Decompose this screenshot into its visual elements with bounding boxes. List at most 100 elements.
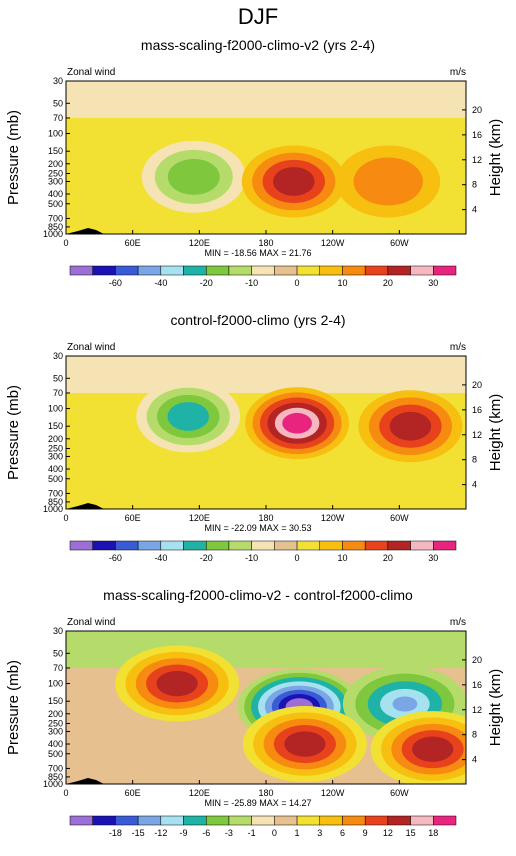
panel-title: control-f2000-climo (yrs 2-4) [170,312,345,328]
pressure-tick-label: 300 [48,726,63,736]
variable-label: Zonal wind [67,617,115,628]
upper-band [66,356,466,393]
colorbar-swatch [342,815,366,826]
colorbar-swatch [274,815,298,826]
min-max-text: MIN = -18.56 MAX = 21.76 [204,248,311,258]
colorbar-swatch [433,265,457,276]
colorbar-swatch [251,815,275,826]
contour-feature [400,419,421,434]
y-axis-label-right: Height (km) [487,669,504,747]
colorbar-swatch [160,265,184,276]
colorbar-label: 10 [337,278,347,288]
height-tick-label: 12 [472,705,482,715]
contour-feature [294,737,316,751]
units-label: m/s [450,67,466,78]
colorbar-label: 12 [383,828,393,838]
height-tick-label: 4 [472,755,477,765]
colorbar-swatch [296,265,321,276]
contour-feature [180,167,207,186]
topography [66,503,104,509]
colorbar-swatch [160,815,184,826]
colorbar-label: 20 [383,553,393,563]
height-tick-label: 8 [472,455,477,465]
height-tick-label: 20 [472,655,482,665]
pressure-tick-label: 700 [48,763,63,773]
y-axis-label: Pressure (mb) [5,660,22,755]
colorbar-swatch [251,265,275,276]
height-tick-label: 16 [472,680,482,690]
pressure-tick-label: 250 [48,169,63,179]
y-axis-label: Pressure (mb) [5,385,22,480]
height-tick-label: 4 [472,205,477,215]
contour-field [66,81,466,234]
pressure-tick-label: 70 [53,388,63,398]
panel-3: mass-scaling-f2000-climo-v2 - control-f2… [5,587,504,838]
pressure-tick-label: 50 [53,98,63,108]
panel-title: mass-scaling-f2000-climo-v2 (yrs 2-4) [141,37,375,53]
colorbar-label: -10 [245,278,258,288]
contour-feature [289,418,305,429]
lon-tick-label: 0 [63,238,68,248]
lon-tick-label: 120W [321,788,345,798]
lon-tick-label: 0 [63,788,68,798]
topography [66,228,104,234]
colorbar-swatch [319,265,343,276]
pressure-tick-label: 50 [53,373,63,383]
colorbar-swatch [69,540,93,551]
pressure-tick-label: 200 [48,434,63,444]
pressure-tick-label: 1000 [43,504,63,514]
pressure-tick-label: 70 [53,113,63,123]
pressure-tick-label: 100 [48,404,63,414]
colorbar-swatch [183,265,207,276]
colorbar-swatch [183,540,207,551]
pressure-tick-label: 250 [48,444,63,454]
colorbar-swatch [319,815,343,826]
pressure-tick-label: 400 [48,739,63,749]
panel-1: mass-scaling-f2000-climo-v2 (yrs 2-4) Zon… [5,37,504,288]
y-axis-label-right: Height (km) [487,394,504,472]
colorbar-swatch [160,540,184,551]
pressure-tick-label: 30 [53,76,63,86]
height-tick-label: 8 [472,180,477,190]
colorbar-swatch [92,815,116,826]
colorbar-swatch [183,815,207,826]
pressure-tick-label: 100 [48,679,63,689]
colorbar-label: 3 [317,828,322,838]
pressure-tick-label: 30 [53,626,63,636]
lon-tick-label: 120E [189,238,210,248]
min-max-text: MIN = -22.09 MAX = 30.53 [204,523,311,533]
colorbar-label: 0 [272,828,277,838]
colorbar-swatch [342,265,366,276]
colorbar-label: 30 [428,553,438,563]
pressure-tick-label: 300 [48,176,63,186]
colorbar-label: 10 [337,553,347,563]
pressure-tick-label: 400 [48,189,63,199]
colorbar-swatch [433,540,457,551]
contour-feature [370,169,406,194]
lon-tick-label: 180 [258,513,273,523]
pressure-tick-label: 200 [48,709,63,719]
colorbar-label: -1 [248,828,256,838]
colorbar-label: -10 [245,553,258,563]
height-tick-label: 16 [472,130,482,140]
colorbar-swatch [410,540,434,551]
colorbar-swatch [319,540,343,551]
colorbar-label: -60 [109,278,122,288]
colorbar-swatch [69,265,93,276]
colorbar-swatch [342,540,366,551]
pressure-tick-label: 150 [48,696,63,706]
colorbar-swatch [137,265,162,276]
lon-tick-label: 120E [189,788,210,798]
lon-tick-label: 60E [125,513,141,523]
panel-title: mass-scaling-f2000-climo-v2 - control-f2… [103,587,413,603]
contour-feature [177,409,199,424]
pressure-tick-label: 150 [48,421,63,431]
colorbar-swatch [137,540,162,551]
pressure-tick-label: 300 [48,451,63,461]
lon-tick-label: 60W [390,788,409,798]
contour-feature [392,696,418,712]
colorbar-swatch [296,815,321,826]
pressure-tick-label: 500 [48,199,63,209]
colorbar-swatch [364,540,389,551]
colorbar-swatch [115,540,139,551]
